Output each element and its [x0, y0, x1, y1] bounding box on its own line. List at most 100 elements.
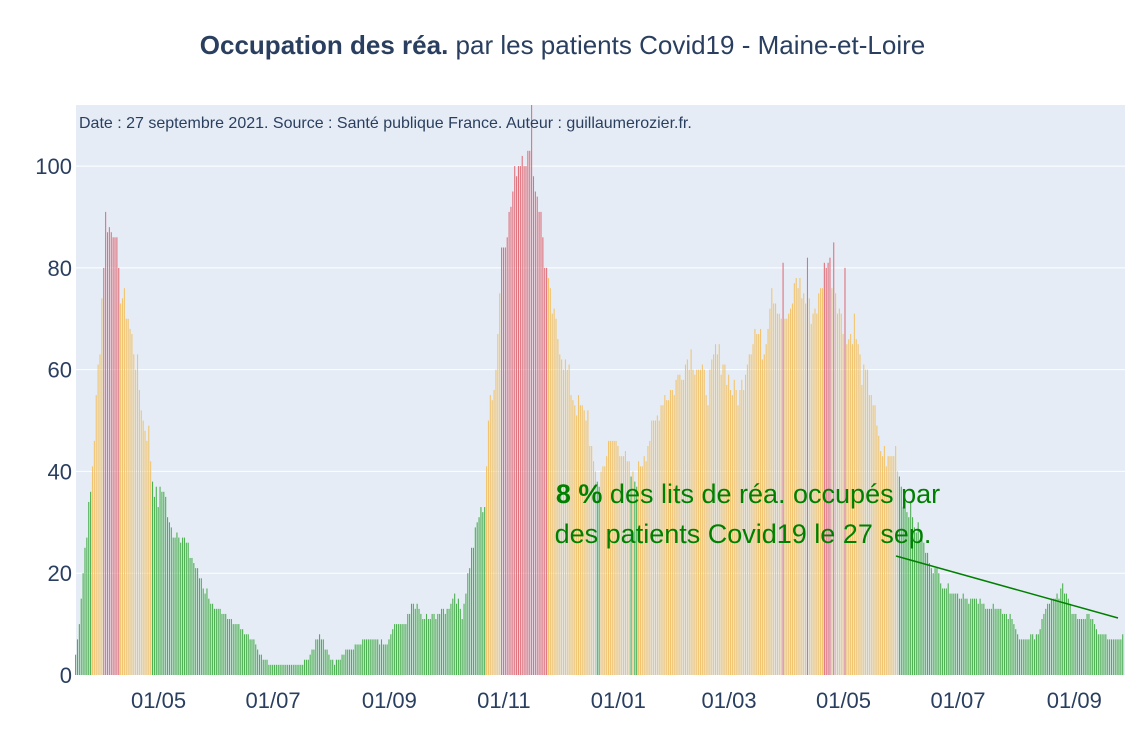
- bar: [311, 649, 313, 675]
- bar: [489, 395, 491, 675]
- bar: [1090, 619, 1092, 675]
- bar: [720, 374, 722, 675]
- bar: [148, 425, 150, 676]
- bar: [756, 334, 758, 675]
- bar: [664, 395, 666, 675]
- bar: [487, 420, 489, 675]
- bar: [838, 308, 840, 675]
- bar: [1035, 634, 1037, 675]
- bar: [793, 283, 795, 676]
- bar: [1110, 639, 1113, 676]
- bar: [1109, 639, 1111, 676]
- bar: [474, 527, 476, 675]
- y-tick-label: 0: [60, 663, 72, 688]
- bar: [874, 405, 876, 675]
- bar: [1058, 598, 1060, 675]
- bar: [243, 634, 246, 675]
- bar: [690, 349, 692, 675]
- y-tick-label: 20: [48, 561, 72, 586]
- bar: [1075, 613, 1077, 675]
- bar: [91, 466, 94, 675]
- bar: [138, 390, 140, 675]
- bar: [850, 334, 852, 675]
- bar: [362, 639, 364, 676]
- bar: [439, 613, 441, 675]
- bar: [731, 395, 733, 675]
- bar: [866, 369, 869, 675]
- bar: [897, 471, 899, 675]
- bar: [200, 578, 202, 675]
- bar: [384, 644, 386, 675]
- bar: [125, 318, 127, 675]
- bar: [392, 629, 394, 675]
- bar: [279, 664, 281, 675]
- bar: [836, 313, 839, 675]
- bar: [1080, 619, 1082, 675]
- bar: [465, 593, 467, 675]
- bar: [761, 359, 763, 675]
- bar: [975, 598, 977, 675]
- bar: [437, 613, 439, 675]
- bar: [587, 410, 589, 675]
- bar: [803, 293, 805, 675]
- bar: [405, 624, 407, 675]
- bar: [356, 644, 358, 675]
- bar: [643, 456, 645, 675]
- bar: [266, 659, 268, 675]
- bar: [110, 232, 112, 676]
- bar: [881, 456, 884, 675]
- bar: [714, 344, 717, 675]
- bar: [1045, 608, 1047, 675]
- bar: [870, 395, 872, 675]
- bar: [654, 420, 656, 675]
- y-tick-label: 80: [48, 256, 72, 281]
- bar: [579, 405, 581, 675]
- bar: [360, 644, 362, 675]
- bar: [155, 486, 157, 675]
- bar: [549, 288, 551, 675]
- bar: [750, 354, 752, 676]
- bar: [112, 237, 114, 675]
- bar: [1062, 583, 1064, 675]
- bar: [84, 547, 86, 675]
- bar: [118, 267, 120, 675]
- bar: [840, 313, 842, 675]
- bar: [1013, 624, 1015, 675]
- bar: [380, 639, 383, 676]
- bar: [476, 522, 478, 675]
- y-tick-label: 60: [48, 358, 72, 383]
- bar: [1033, 639, 1036, 676]
- bar: [1120, 639, 1122, 676]
- bar: [332, 659, 334, 675]
- bar: [928, 563, 930, 675]
- bar: [450, 603, 452, 675]
- bar: [831, 288, 833, 675]
- bar: [189, 557, 191, 675]
- bar: [821, 288, 824, 675]
- bar: [501, 247, 503, 675]
- bar: [382, 644, 384, 675]
- bar: [572, 400, 574, 675]
- bar: [739, 390, 741, 675]
- bar: [317, 639, 319, 676]
- bar: [878, 435, 880, 675]
- x-tick-label: 01/03: [702, 688, 757, 713]
- bar: [773, 303, 775, 675]
- bar: [728, 374, 730, 675]
- bar: [636, 486, 638, 675]
- bar: [848, 339, 850, 675]
- bar: [369, 639, 371, 676]
- bar: [309, 654, 311, 675]
- bar: [763, 354, 765, 676]
- bar: [183, 537, 185, 675]
- bar: [197, 568, 199, 676]
- bar: [429, 619, 431, 675]
- bar: [159, 486, 161, 675]
- bar: [459, 608, 461, 675]
- bar: [972, 598, 974, 675]
- bar: [628, 461, 630, 675]
- x-tick-label: 01/09: [362, 688, 417, 713]
- bar: [801, 298, 803, 675]
- bar: [973, 598, 976, 675]
- bar: [260, 654, 262, 675]
